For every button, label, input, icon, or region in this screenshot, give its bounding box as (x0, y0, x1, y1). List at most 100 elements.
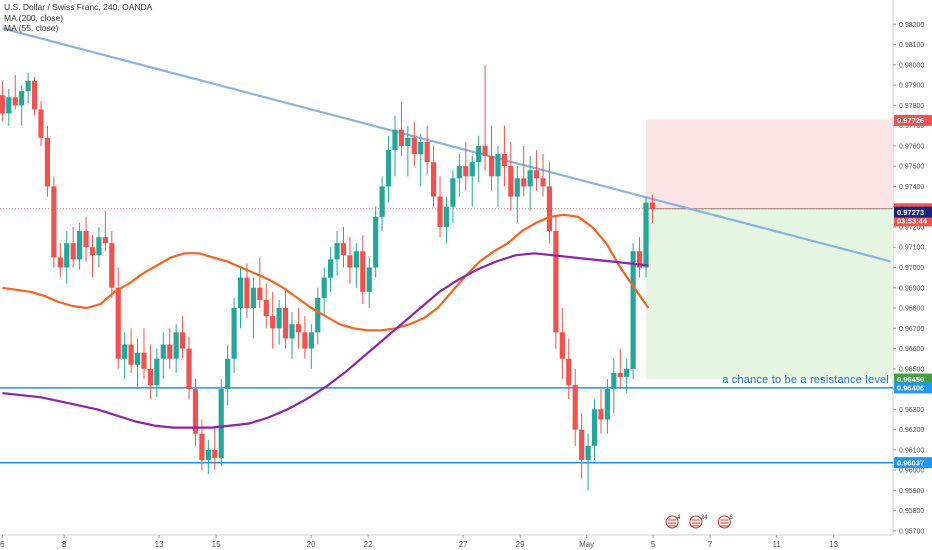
candle-body (559, 332, 565, 359)
candle-body (167, 344, 173, 359)
candle-body (463, 166, 469, 177)
candle-body (96, 237, 102, 256)
candle-body (225, 358, 231, 390)
candle-body (38, 109, 44, 138)
y-tick-label: 0.98100 (899, 42, 924, 49)
candle-body (244, 277, 250, 309)
price-tag-label: 0.96406 (897, 384, 924, 393)
candle-body (115, 287, 121, 359)
candle-body (604, 389, 610, 420)
candle-body (546, 186, 553, 232)
candle-body (379, 186, 385, 217)
candle-body (19, 91, 25, 106)
candle-body (630, 251, 636, 369)
y-tick-label: 0.96000 (899, 468, 924, 475)
x-tick-label: 7 (708, 540, 713, 549)
y-tick-label: 0.98200 (899, 22, 924, 29)
candle-body (585, 445, 591, 461)
candle-body (527, 170, 533, 187)
candle-body (83, 231, 89, 248)
y-tick-label: 0.97800 (899, 103, 924, 110)
y-tick-label: 0.96600 (899, 346, 924, 353)
candle-body (566, 358, 572, 386)
candle-body (360, 251, 366, 292)
price-tag-label: 03:53:44 (897, 217, 928, 226)
ma200-line (2, 252, 649, 429)
y-tick-label: 0.96700 (899, 326, 924, 333)
price-tag-bg (894, 382, 932, 394)
x-tick-label: 11 (772, 540, 781, 549)
candle-body (308, 332, 314, 349)
candle-body (295, 324, 302, 333)
candle-body (521, 178, 527, 187)
event-count: 4 (677, 515, 681, 521)
candle-body (501, 154, 508, 167)
candle-body (611, 372, 617, 390)
x-tick-label: 5 (651, 540, 656, 549)
price-tag: 0.97726 (894, 114, 932, 126)
candle-body (643, 202, 649, 268)
event-flag-icon: 24 (689, 515, 708, 529)
y-tick-label: 0.96500 (899, 366, 924, 373)
y-tick-label: 0.95900 (899, 488, 924, 495)
y-tick-label: 0.96800 (899, 306, 924, 313)
candle-body (205, 449, 211, 461)
y-tick-label: 0.96300 (899, 407, 924, 414)
event-count: 24 (701, 515, 708, 521)
candle-body (495, 154, 501, 177)
candle-body (122, 344, 128, 359)
stop-loss-zone (646, 119, 893, 209)
price-tag-label: 0.96450 (897, 375, 924, 384)
candle-body (649, 202, 656, 209)
candle-body (212, 449, 218, 458)
y-tick-label: 0.97100 (899, 245, 924, 252)
candle-body (508, 166, 514, 197)
event-flag-icon: 4 (665, 515, 681, 529)
y-tick-label: 0.95800 (899, 508, 924, 515)
price-tag-bg (894, 206, 932, 218)
candle-body (173, 332, 179, 359)
candle-body (636, 251, 643, 268)
y-tick-label: 0.96100 (899, 447, 924, 454)
candle-body (237, 277, 244, 309)
legend-ma55: MA (55, close) (4, 23, 59, 33)
y-tick-label: 0.95700 (899, 528, 924, 535)
candle-body (257, 287, 263, 300)
event-flag-icon: 8 (717, 515, 733, 529)
candle-body (160, 344, 166, 359)
price-tag-label: 0.97726 (897, 116, 924, 125)
price-tag: 0.96037 (894, 457, 932, 469)
x-tick-label: 20 (307, 540, 316, 549)
y-tick-label: 0.97500 (899, 164, 924, 171)
x-tick-label: 15 (212, 540, 221, 549)
candle-body (186, 348, 192, 390)
candle-body (366, 267, 372, 292)
candle-body (514, 178, 520, 197)
candle-body (218, 389, 224, 458)
candle-body (57, 257, 63, 268)
candle-body (51, 186, 57, 258)
y-tick-label: 0.97000 (899, 265, 924, 272)
candle-body (411, 137, 417, 155)
x-tick-label: 8 (62, 540, 67, 549)
candle-body (328, 259, 334, 278)
candle-body (231, 308, 237, 359)
candle-body (373, 216, 379, 268)
candle-body (456, 166, 462, 179)
flag-stripes (691, 519, 700, 527)
legend-title: U.S. Dollar / Swiss Franc, 240, OANDA (4, 2, 153, 12)
price-tag-bg (894, 215, 932, 227)
candle-body (44, 137, 51, 187)
candle-body (482, 145, 488, 157)
candle-body (340, 243, 347, 256)
candle-body (276, 308, 282, 329)
candle-body (154, 358, 160, 386)
candle-body (353, 251, 359, 268)
candle-body (289, 324, 295, 339)
candle-body (141, 352, 147, 369)
flag-stripes (720, 519, 729, 527)
candle-body (70, 243, 76, 260)
candle-body (398, 129, 405, 146)
candle-body (128, 344, 134, 365)
